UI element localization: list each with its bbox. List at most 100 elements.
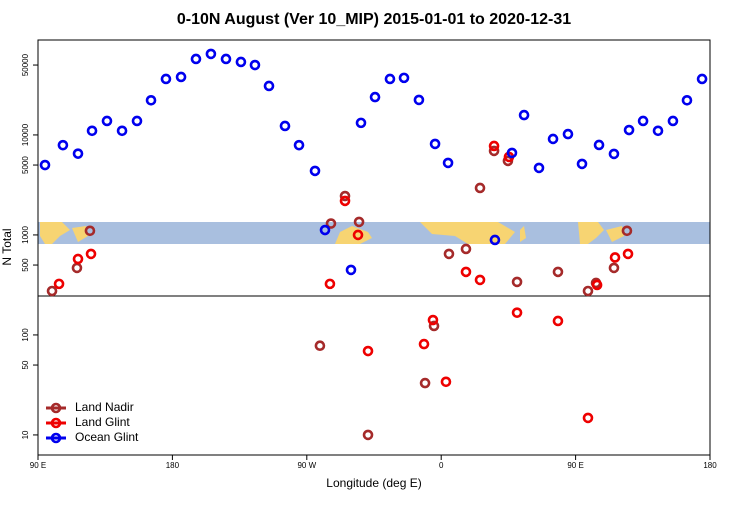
point: [131, 115, 143, 127]
land: [72, 226, 88, 242]
y-tick-label: 500: [21, 258, 30, 272]
point: [667, 115, 679, 127]
point: [85, 248, 97, 260]
x-tick-label: 90 W: [297, 461, 316, 470]
point: [474, 274, 486, 286]
point: [622, 248, 634, 260]
y-tick-label: 10000: [21, 123, 30, 146]
point: [355, 117, 367, 129]
point: [324, 278, 336, 290]
point: [160, 73, 172, 85]
point: [362, 345, 374, 357]
point: [345, 264, 357, 276]
point: [609, 252, 621, 263]
point: [249, 59, 261, 71]
point: [591, 279, 603, 291]
point: [309, 165, 321, 177]
point: [205, 48, 217, 60]
x-tick-label: 90 E: [567, 461, 583, 470]
point: [314, 340, 326, 352]
x-tick-label: 180: [703, 461, 717, 470]
point: [235, 56, 247, 68]
land: [520, 226, 526, 242]
point: [53, 278, 65, 290]
point: [339, 190, 351, 202]
point: [608, 262, 620, 274]
point: [652, 125, 664, 137]
point: [220, 53, 232, 65]
y-tick-label: 50: [21, 360, 30, 369]
point: [293, 139, 305, 151]
point: [488, 140, 500, 152]
point: [681, 95, 693, 106]
legend-marker: [50, 432, 62, 444]
point: [518, 109, 530, 121]
point: [460, 243, 472, 255]
point: [460, 266, 472, 278]
point: [637, 115, 649, 127]
point: [362, 429, 374, 441]
legend-marker: [50, 402, 62, 414]
point: [429, 138, 441, 150]
point: [46, 285, 58, 297]
point: [506, 147, 518, 159]
point: [428, 320, 440, 332]
point: [39, 159, 51, 171]
point: [413, 94, 425, 106]
point: [418, 338, 430, 350]
y-tick-label: 50000: [21, 53, 30, 76]
marks: [39, 48, 708, 441]
point: [101, 115, 113, 127]
point: [547, 133, 559, 145]
point: [552, 266, 564, 278]
point: [279, 120, 291, 132]
legend-marker: [50, 417, 62, 429]
y-tick-label: 5000: [21, 156, 30, 174]
point: [443, 248, 455, 260]
point: [84, 225, 96, 237]
point: [582, 412, 594, 424]
y-tick-label: 100: [21, 328, 30, 342]
point: [474, 182, 486, 194]
point: [353, 216, 365, 228]
point: [442, 157, 454, 169]
point: [562, 128, 574, 140]
point: [419, 377, 431, 389]
point: [57, 139, 69, 151]
point: [488, 145, 500, 157]
land: [578, 222, 604, 244]
point: [511, 276, 523, 288]
point: [511, 307, 523, 318]
point: [427, 314, 439, 326]
legend-label: Land Glint: [75, 415, 130, 429]
point: [533, 162, 545, 174]
point: [623, 124, 635, 136]
x-tick-label: 0: [439, 461, 444, 470]
point: [369, 91, 381, 103]
point: [352, 229, 364, 241]
legend-label: Ocean Glint: [75, 430, 139, 444]
point: [552, 315, 564, 327]
point: [489, 234, 501, 246]
x-tick-label: 90 E: [30, 461, 46, 470]
point: [696, 73, 708, 85]
point: [576, 158, 588, 170]
point: [145, 95, 157, 106]
point: [72, 253, 84, 265]
point: [263, 80, 275, 92]
point: [319, 224, 331, 236]
land: [606, 226, 624, 242]
plot-frame: [37, 39, 711, 456]
point: [582, 285, 594, 297]
map-strip: [38, 222, 710, 244]
point: [190, 53, 202, 65]
point: [593, 139, 605, 151]
y-tick-label: 1000: [21, 225, 30, 243]
ocean: [38, 222, 710, 244]
point: [608, 148, 620, 160]
point: [325, 218, 337, 229]
point: [384, 73, 396, 85]
point: [440, 376, 452, 388]
